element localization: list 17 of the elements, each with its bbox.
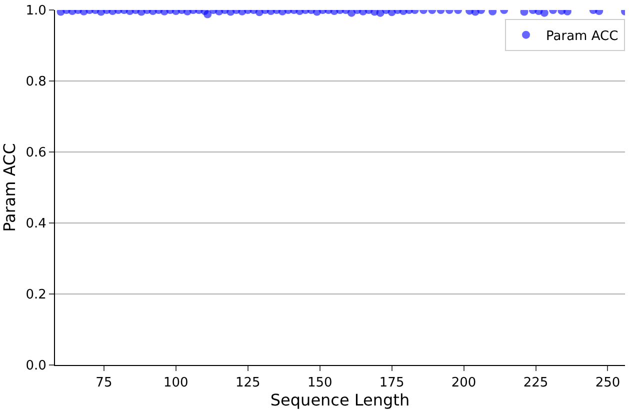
x-tick-label: 125: [235, 376, 260, 391]
x-tick-label: 175: [379, 376, 404, 391]
y-axis-title: Param ACC: [0, 143, 19, 232]
y-tick-label: 1.0: [26, 4, 46, 19]
x-tick-label: 75: [96, 376, 112, 391]
y-tick-label: 0.2: [26, 288, 46, 303]
x-tick-label: 250: [595, 376, 620, 391]
y-tick-label: 0.4: [26, 216, 46, 232]
x-axis-title: Sequence Length: [270, 390, 410, 410]
legend-label: Param ACC: [546, 28, 618, 44]
x-tick-label: 225: [523, 376, 548, 391]
y-tick-label: 0.6: [26, 146, 46, 161]
y-tick-label: 0.8: [26, 74, 46, 90]
x-tick-label: 100: [163, 376, 188, 391]
y-tick-label: 0.0: [26, 358, 46, 374]
x-tick-label: 150: [307, 376, 332, 391]
x-tick-label: 200: [451, 376, 476, 391]
